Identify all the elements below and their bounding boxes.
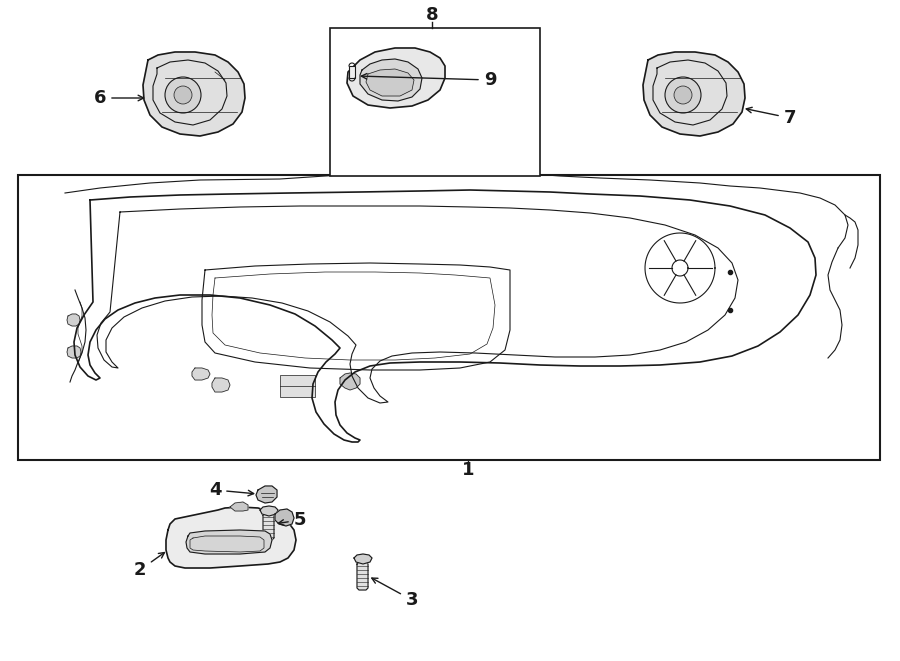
Polygon shape xyxy=(260,506,278,516)
Polygon shape xyxy=(360,59,422,101)
Polygon shape xyxy=(354,554,372,564)
Polygon shape xyxy=(186,530,272,554)
Polygon shape xyxy=(275,509,294,526)
Polygon shape xyxy=(143,52,245,136)
Text: 9: 9 xyxy=(361,71,496,89)
Bar xyxy=(18,175,880,460)
Text: 2: 2 xyxy=(134,553,165,579)
Polygon shape xyxy=(230,502,248,511)
Polygon shape xyxy=(67,346,81,358)
Circle shape xyxy=(165,77,201,113)
Text: 6: 6 xyxy=(94,89,144,107)
Polygon shape xyxy=(366,69,414,96)
Polygon shape xyxy=(212,378,230,392)
Polygon shape xyxy=(263,513,274,540)
Circle shape xyxy=(674,86,692,104)
Polygon shape xyxy=(192,368,210,380)
Polygon shape xyxy=(643,52,745,136)
Text: 8: 8 xyxy=(426,6,438,24)
Text: 1: 1 xyxy=(462,461,474,479)
Circle shape xyxy=(665,77,701,113)
Bar xyxy=(280,375,315,397)
Text: 4: 4 xyxy=(209,481,254,499)
Text: 3: 3 xyxy=(372,578,418,609)
Circle shape xyxy=(174,86,192,104)
Text: 5: 5 xyxy=(278,511,306,529)
Polygon shape xyxy=(67,314,80,326)
Polygon shape xyxy=(340,373,360,390)
Polygon shape xyxy=(256,486,277,503)
Bar xyxy=(349,66,355,78)
Polygon shape xyxy=(357,562,368,590)
Polygon shape xyxy=(347,48,445,108)
Polygon shape xyxy=(166,507,296,568)
Text: 7: 7 xyxy=(746,107,796,127)
Bar xyxy=(330,28,540,176)
